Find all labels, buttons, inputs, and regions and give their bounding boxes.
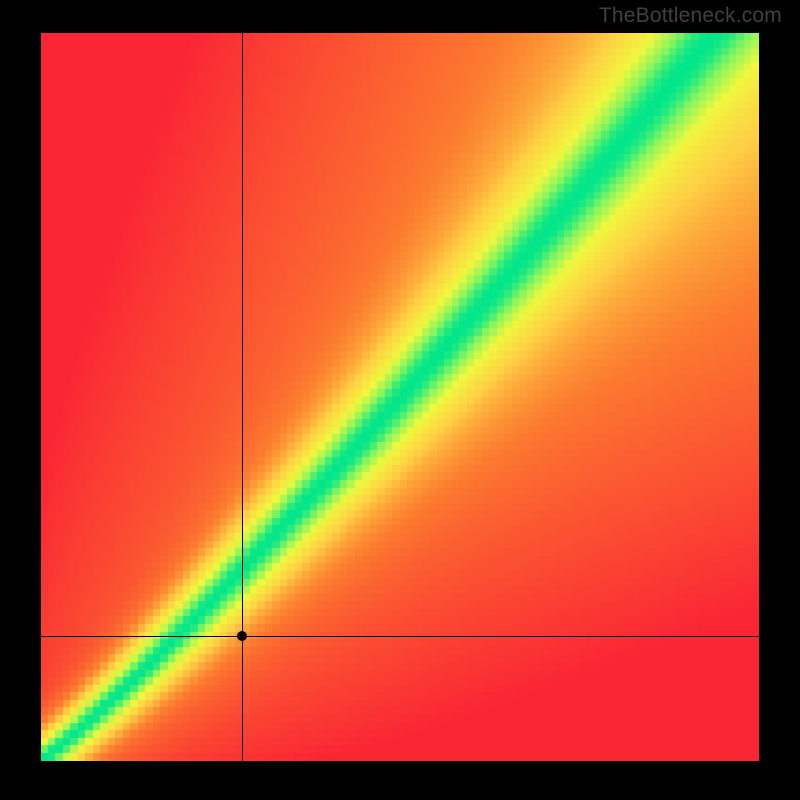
figure-frame: TheBottleneck.com	[0, 0, 800, 800]
crosshair-horizontal	[41, 636, 759, 637]
plot-area	[41, 33, 759, 761]
bottleneck-heatmap	[41, 33, 759, 761]
crosshair-vertical	[242, 33, 243, 761]
selection-marker	[237, 631, 247, 641]
watermark-text: TheBottleneck.com	[599, 4, 782, 28]
